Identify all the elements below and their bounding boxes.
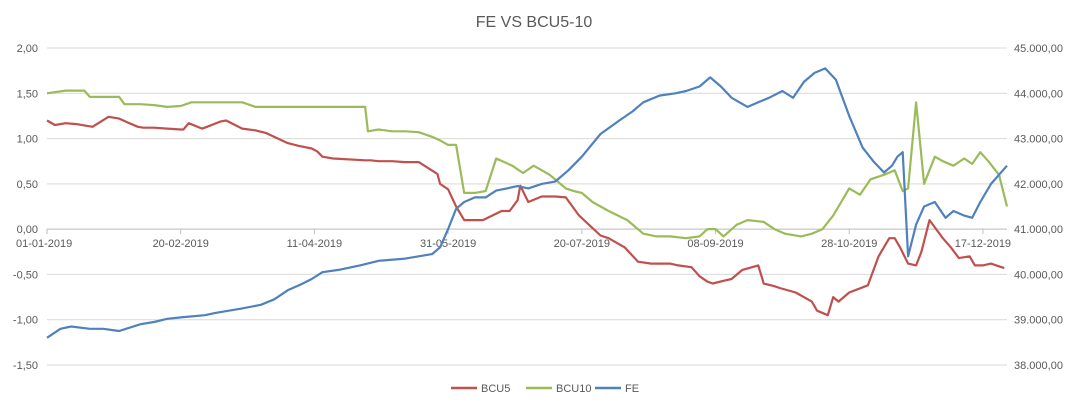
x-tick-label: 20-07-2019: [554, 238, 610, 250]
x-tick-label: 17-12-2019: [955, 238, 1011, 250]
y-left-tick-label: 1,00: [17, 134, 38, 146]
y-left-tick-label: 0,50: [17, 179, 38, 191]
x-tick-label: 11-04-2019: [287, 238, 342, 250]
x-tick-label: 28-10-2019: [821, 238, 877, 250]
y-left-tick-label: 2,00: [17, 43, 38, 55]
series-line-bcu10: [46, 89, 1009, 240]
y-right-tick-label: 44.000,00: [1014, 88, 1063, 100]
legend-label: BCU10: [556, 383, 591, 395]
legend-label: BCU5: [481, 383, 510, 395]
series-lines: [46, 67, 1009, 339]
y-left-tick-label: 1,50: [17, 88, 38, 100]
y-right-tick-label: 45.000,00: [1014, 43, 1063, 55]
x-tick-label: 31-05-2019: [420, 238, 476, 250]
y-left-tick-label: -1,50: [13, 360, 38, 372]
x-tick-label: 08-09-2019: [687, 238, 743, 250]
y-right-tick-label: 41.000,00: [1014, 224, 1063, 236]
legend: BCU5 BCU10 FE: [451, 383, 639, 395]
axes: -1,50 -1,00 -0,50 0,00 0,50 1,00 1,50 2,00 38.00…: [13, 43, 1063, 372]
chart-title: FE VS BCU5-10: [476, 14, 593, 31]
series-line-fe: [46, 67, 1008, 339]
y-right-tick-label: 40.000,00: [1014, 269, 1063, 281]
y-right-tick-label: 39.000,00: [1014, 315, 1063, 327]
y-left-tick-label: -1,00: [13, 315, 38, 327]
legend-label: FE: [625, 383, 639, 395]
series-line-bcu5: [46, 115, 1005, 317]
y-left-tick-label: 0,00: [17, 224, 38, 236]
y-right-tick-label: 43.000,00: [1014, 134, 1063, 146]
x-tick-label: 01-01-2019: [16, 238, 72, 250]
y-right-tick-label: 42.000,00: [1014, 179, 1063, 191]
x-tick-label: 20-02-2019: [153, 238, 209, 250]
y-left-tick-label: -0,50: [13, 269, 38, 281]
y-right-tick-label: 38.000,00: [1014, 360, 1063, 372]
